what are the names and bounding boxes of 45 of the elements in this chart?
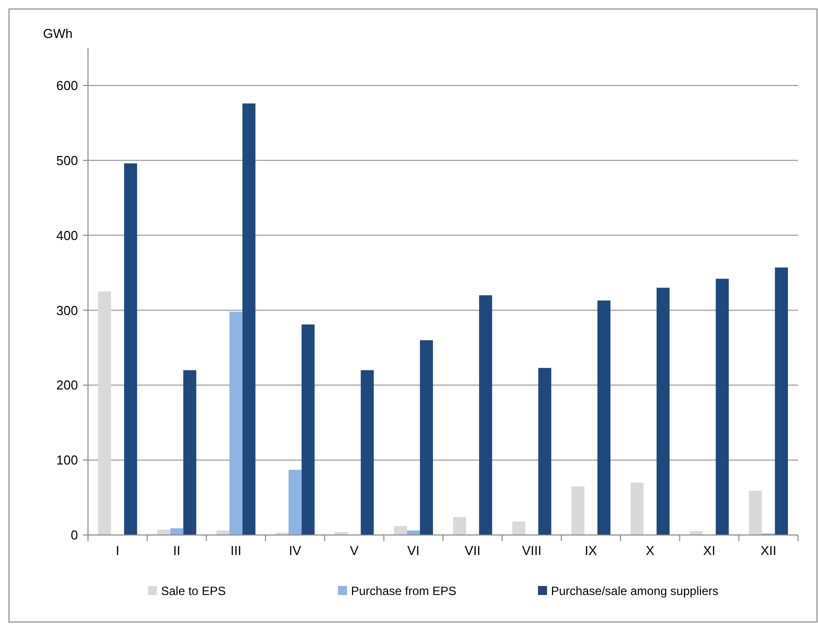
y-axis-title: GWh: [43, 26, 73, 41]
bar: [288, 470, 302, 535]
bar: [479, 295, 492, 535]
legend-label: Sale to EPS: [161, 584, 226, 598]
bar: [538, 368, 552, 535]
bar: [630, 482, 644, 535]
bar: [302, 324, 315, 535]
bar: [360, 370, 374, 535]
y-tick-label: 300: [56, 302, 78, 318]
bar: [512, 522, 526, 535]
x-tick-label: IV: [288, 543, 302, 558]
bar: [597, 300, 610, 535]
x-tick-label: III: [230, 543, 242, 558]
x-tick-label: VI: [407, 543, 420, 558]
bar: [394, 526, 407, 535]
bar: [748, 490, 762, 535]
y-tick-label: 500: [56, 152, 78, 168]
x-tick-label: II: [173, 543, 180, 558]
y-tick-label: 100: [56, 452, 78, 468]
bar: [98, 292, 112, 535]
bar: [716, 278, 729, 535]
bar: [420, 340, 433, 535]
legend-label: Purchase from EPS: [351, 584, 456, 598]
y-tick-label: 0: [70, 528, 78, 543]
bar: [124, 163, 138, 535]
x-tick-label: XI: [703, 543, 716, 558]
x-tick-label: I: [116, 543, 120, 558]
x-tick-label: VIII: [522, 543, 542, 558]
legend-label: Purchase/sale among suppliers: [551, 584, 718, 598]
bar: [571, 486, 584, 535]
y-tick-label: 600: [56, 78, 78, 94]
x-tick-label: V: [350, 543, 359, 558]
bar: [242, 103, 256, 535]
bar: [774, 268, 788, 535]
x-tick-label: X: [646, 543, 655, 558]
x-tick-label: IX: [584, 543, 598, 558]
bar: [453, 517, 466, 535]
x-tick-label: XII: [760, 543, 776, 558]
bar: [229, 312, 242, 535]
y-tick-label: 400: [56, 228, 78, 243]
x-tick-label: VII: [464, 543, 481, 558]
y-tick-label: 200: [56, 378, 78, 393]
bar: [183, 370, 196, 535]
bar: [170, 528, 184, 535]
bar: [656, 288, 670, 535]
